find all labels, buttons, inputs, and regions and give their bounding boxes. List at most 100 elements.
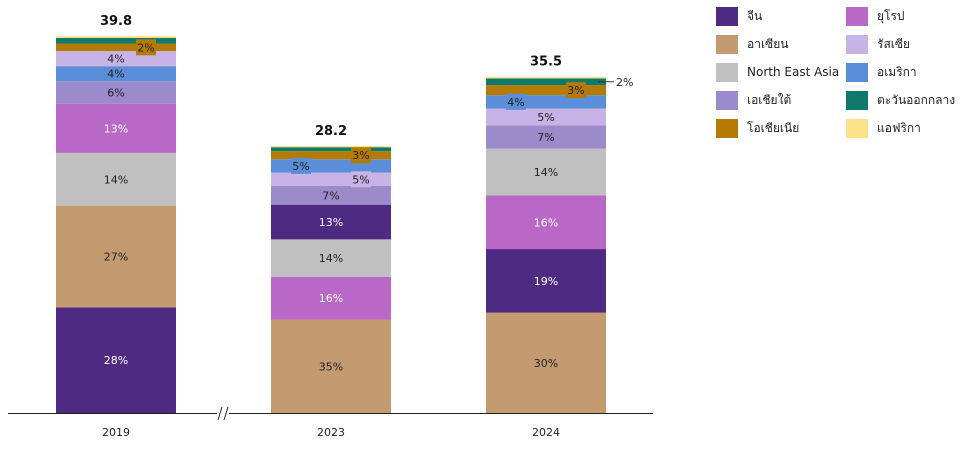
segment-2024-oceania [486,85,606,96]
segment-2024-africa [486,76,606,79]
legend-swatch-north-east-asia [716,62,738,82]
legend-item-oceania: โอเชียเนีย [716,118,799,138]
segment-label-2024-russia: 5% [537,111,554,124]
legend-swatch-oceania [716,118,738,138]
bar-2023 [271,145,391,413]
segment-2023-europe [271,276,391,320]
legend-item-middle-east: ตะวันออกกลาง [846,90,955,110]
legend-item-africa: แอฟริกา [846,118,921,138]
legend-swatch-russia [846,34,868,54]
x-tick-label-2024: 2024 [532,426,560,439]
axis-break-marker [217,406,229,421]
x-tick-label-2023: 2023 [317,426,345,439]
legend-label-china: จีน [747,8,763,23]
segment-label-2019-america: 4% [107,68,124,81]
segment-label-2023-oceania: 3% [352,149,369,162]
segment-2023-south-asia [271,185,391,205]
segment-2024-north-east-asia [486,148,606,196]
segment-2019-oceania [56,43,176,52]
legend-label-russia: รัสเซีย [877,36,911,51]
segment-2023-north-east-asia [271,239,391,277]
segment-label-2019-russia: 4% [107,53,124,66]
legend-swatch-middle-east [846,90,868,110]
segment-label-2024-middle-east: 2% [616,76,633,89]
bar-2019 [56,36,176,413]
segment-2024-america [486,95,606,109]
x-tick-label-2019: 2019 [102,426,130,439]
segment-label-2024-china: 19% [534,275,558,288]
segment-2023-china [271,204,391,240]
segment-2019-north-east-asia [56,152,176,206]
segment-2023-asean [271,319,391,413]
legend-item-south-asia: เอเชียใต้ [716,90,791,110]
segment-2019-america [56,66,176,82]
legend-item-china: จีน [716,6,762,26]
segment-2024-south-asia [486,125,606,149]
segment-2023-middle-east [271,147,391,152]
legend-label-middle-east: ตะวันออกกลาง [877,92,956,107]
segment-label-2023-asean: 35% [319,360,343,373]
bar-2024 [486,76,606,413]
segment-label-2024-south-asia: 7% [537,131,554,144]
segment-label-2019-oceania: 2% [137,41,154,54]
segment-label-2024-oceania: 3% [567,84,584,97]
segment-2024-europe [486,195,606,250]
segment-label-2024-america: 4% [507,96,524,109]
legend-item-asean: อาเซียน [716,34,788,54]
segment-2024-middle-east [486,78,606,86]
legend-item-europe: ยุโรป [846,6,905,26]
legend-swatch-south-asia [716,90,738,110]
label-box-2023-america [291,157,311,174]
total-label-2024: 35.5 [530,55,562,70]
segment-label-2019-china: 28% [104,354,128,367]
label-box-2023-oceania [351,147,371,164]
segment-2023-america [271,159,391,173]
segment-2019-asean [56,205,176,308]
legend-label-oceania: โอเชียเนีย [747,120,800,135]
segment-label-2023-china: 13% [319,216,343,229]
legend-label-south-asia: เอเชียใต้ [747,92,792,107]
segment-2019-middle-east [56,37,176,44]
segment-2023-africa [271,145,391,148]
segment-2023-russia [271,172,391,186]
legend-label-north-east-asia: North East Asia [747,65,840,79]
segment-label-2023-south-asia: 7% [322,189,339,202]
legend-item-north-east-asia: North East Asia [716,62,839,82]
total-label-2019: 39.8 [100,14,132,29]
segment-2023-oceania [271,151,391,160]
segment-2024-asean [486,312,606,413]
legend-label-america: อเมริกา [877,64,917,79]
segment-2019-africa [56,36,176,38]
label-box-2023-russia [351,171,371,188]
legend-swatch-africa [846,118,868,138]
segment-label-2019-europe: 13% [104,122,128,135]
segment-label-2023-europe: 16% [319,292,343,305]
segment-label-2023-north-east-asia: 14% [319,252,343,265]
segment-label-2019-south-asia: 6% [107,87,124,100]
legend-swatch-asean [716,34,738,54]
segment-2019-europe [56,103,176,153]
legend-swatch-america [846,62,868,82]
total-label-2023: 28.2 [315,124,347,139]
segment-label-2024-asean: 30% [534,357,558,370]
legend-label-europe: ยุโรป [877,8,905,23]
segment-2019-china [56,307,176,413]
segment-label-2023-russia: 5% [352,173,369,186]
legend-item-russia: รัสเซีย [846,34,910,54]
segment-label-2019-asean: 27% [104,251,128,264]
label-box-2024-oceania [566,82,586,99]
legend-swatch-europe [846,6,868,26]
legend-label-africa: แอฟริกา [877,120,921,135]
segment-2024-russia [486,108,606,126]
legend-label-asean: อาเซียน [747,36,789,51]
segment-label-2024-europe: 16% [534,216,558,229]
legend-item-america: อเมริกา [846,62,917,82]
label-box-2019-oceania [136,39,156,56]
segment-label-2019-north-east-asia: 14% [104,173,128,186]
legend-swatch-china [716,6,738,26]
segment-2024-china [486,249,606,313]
segment-2019-south-asia [56,81,176,104]
label-box-2024-america [506,93,526,110]
